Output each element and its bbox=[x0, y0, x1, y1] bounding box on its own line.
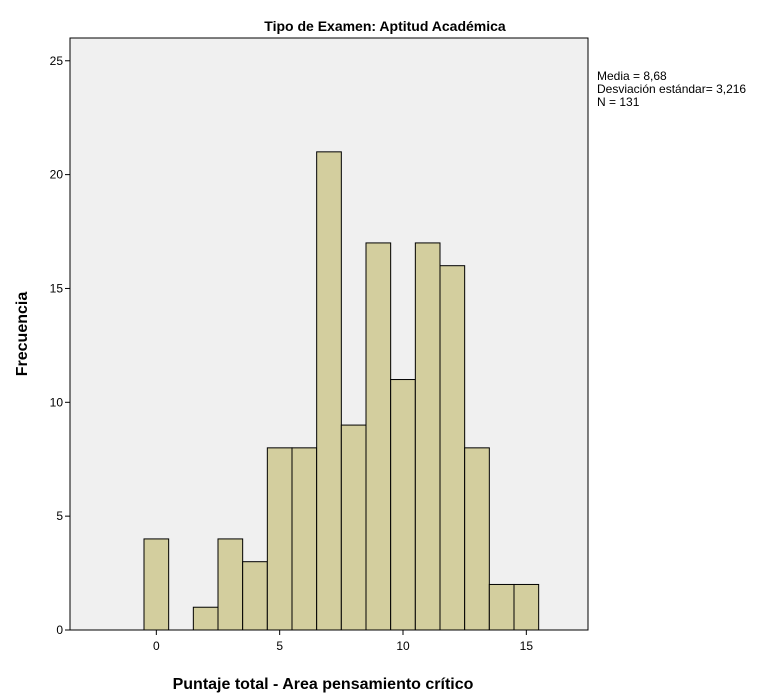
stats-std: Desviación estándar= 3,216 bbox=[597, 82, 746, 96]
x-tick-label: 15 bbox=[520, 639, 534, 653]
chart-title: Tipo de Examen: Aptitud Académica bbox=[264, 18, 506, 34]
histogram-bar bbox=[340, 424, 367, 631]
y-tick-label: 20 bbox=[50, 168, 64, 182]
stats-n: N = 131 bbox=[597, 95, 640, 109]
histogram-bar bbox=[414, 242, 441, 631]
x-tick-label: 0 bbox=[153, 639, 160, 653]
bars-group bbox=[143, 151, 540, 631]
histogram-bar bbox=[464, 447, 490, 631]
histogram-bar bbox=[513, 583, 540, 631]
y-tick-label: 5 bbox=[56, 509, 63, 523]
y-axis: 0 5 10 15 20 25 bbox=[50, 54, 70, 637]
y-axis-label: Frecuencia bbox=[14, 292, 31, 377]
histogram-bar bbox=[266, 447, 293, 631]
histogram-bar bbox=[488, 583, 515, 631]
y-tick-label: 15 bbox=[50, 281, 64, 295]
y-tick-label: 25 bbox=[50, 54, 64, 68]
x-tick-label: 5 bbox=[276, 639, 283, 653]
histogram-bar bbox=[365, 242, 392, 631]
stats-box: Media = 8,68 Desviación estándar= 3,216 … bbox=[597, 69, 746, 109]
stats-mean: Media = 8,68 bbox=[597, 69, 667, 83]
histogram-bar bbox=[316, 151, 342, 631]
x-tick-label: 10 bbox=[396, 639, 410, 653]
histogram-bar bbox=[143, 538, 170, 631]
histogram-bar bbox=[439, 265, 466, 631]
y-tick-label: 0 bbox=[56, 623, 63, 637]
histogram-bar bbox=[192, 606, 219, 631]
x-axis-label: Puntaje total - Area pensamiento crítico bbox=[173, 676, 474, 693]
histogram-bar bbox=[390, 379, 416, 631]
y-tick-label: 10 bbox=[50, 395, 64, 409]
x-axis: 0 5 10 15 bbox=[153, 630, 533, 653]
histogram-bar bbox=[217, 538, 244, 631]
histogram-bar bbox=[242, 561, 268, 631]
histogram-bar bbox=[291, 447, 318, 631]
